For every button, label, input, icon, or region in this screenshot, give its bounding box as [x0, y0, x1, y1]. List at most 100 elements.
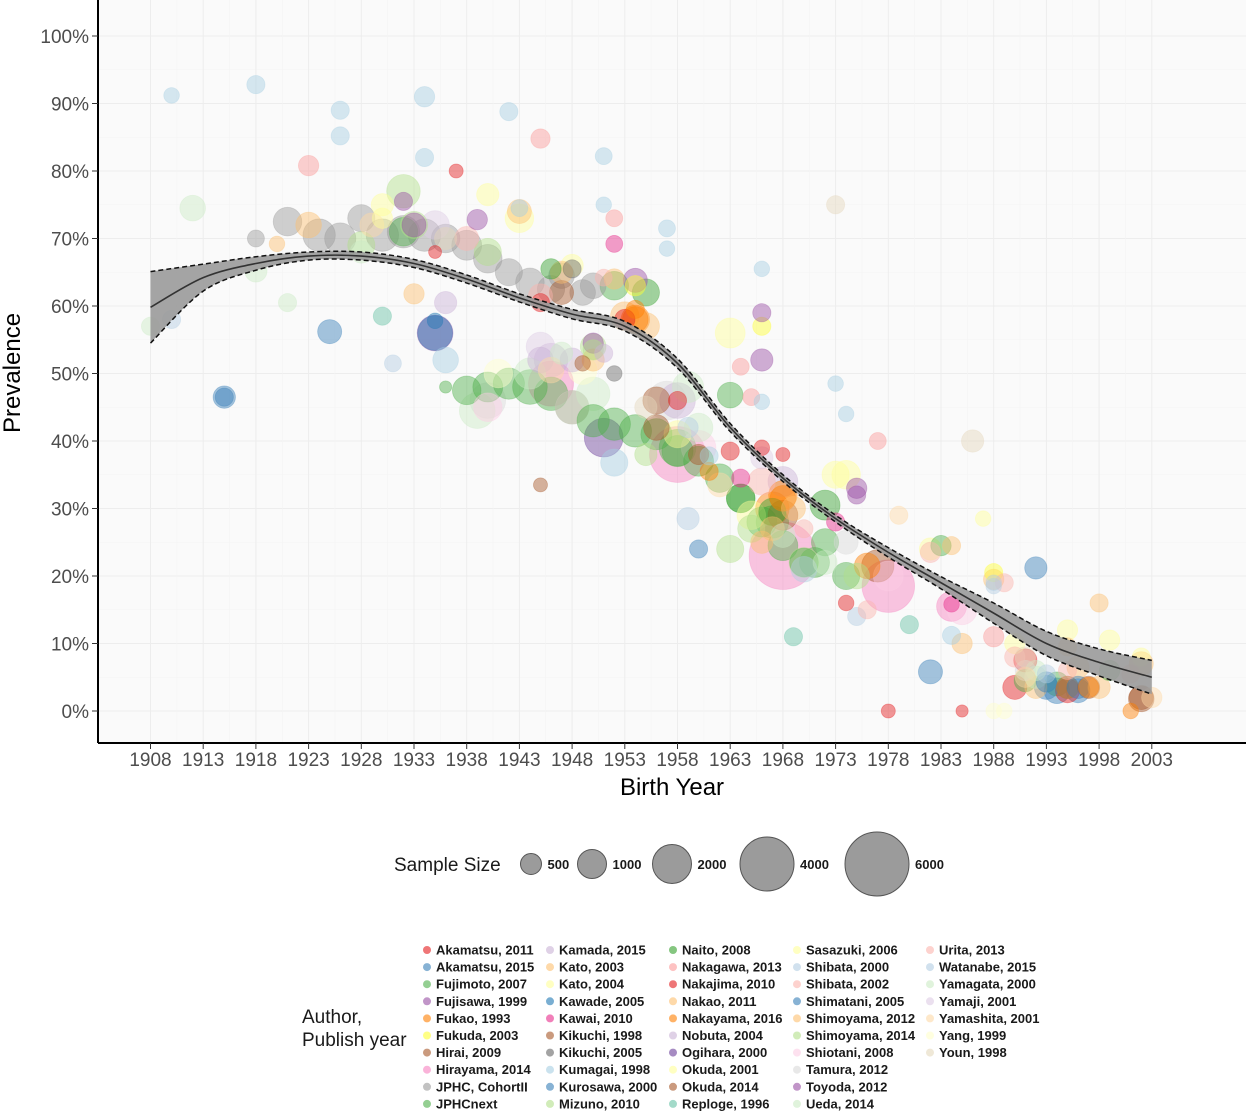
- point-jphcnext: [597, 407, 631, 441]
- point-kumagai-1998: [595, 196, 612, 213]
- point-jphcnext: [554, 390, 590, 425]
- point-shimoyama-2014: [400, 211, 428, 239]
- point-kato-2004: [821, 460, 850, 489]
- point-nakagawa-2013: [983, 626, 1005, 648]
- legend-key: [423, 946, 431, 954]
- legend-label: Shimoyama, 2012: [806, 1011, 915, 1026]
- point-watanabe-2015: [1036, 664, 1056, 684]
- point-ueda-2014: [513, 357, 546, 390]
- point-kato-2003: [403, 283, 425, 305]
- legend-key: [546, 1014, 554, 1023]
- legend-label: Yamashita, 2001: [939, 1011, 1039, 1026]
- legend-key: [793, 1031, 801, 1040]
- legend-key: [793, 980, 801, 989]
- point-fukao-1993: [625, 299, 645, 319]
- x-axis-title: Birth Year: [620, 774, 724, 801]
- point-kikuchi-1998: [533, 477, 548, 493]
- point-akamatsu-2011: [955, 704, 969, 718]
- point-fujisawa-1999: [401, 212, 427, 238]
- y-tick-label: 80%: [51, 162, 89, 183]
- legend-label: Fujisawa, 1999: [436, 994, 527, 1009]
- point-shimoyama-2012: [581, 348, 605, 372]
- x-tick-label: 1953: [604, 750, 646, 771]
- point-shimatani-2005: [1066, 675, 1090, 699]
- size-legend-label: 1000: [613, 857, 642, 872]
- legend-label: Akamatsu, 2011: [436, 943, 534, 958]
- point-jphcnext: [704, 463, 735, 493]
- legend-key: [926, 997, 934, 1006]
- legend-label: Fujimoto, 2007: [436, 977, 527, 992]
- point-akamatsu-2015: [1024, 556, 1048, 580]
- point-shiotani-2008: [554, 390, 590, 425]
- point-akamatsu-2011: [880, 703, 896, 719]
- legend-label: Naito, 2008: [682, 943, 751, 958]
- point-jphcnext: [746, 506, 778, 538]
- point-akamatsu-2015: [212, 385, 236, 409]
- legend-key: [669, 1082, 677, 1091]
- point-yamagata-2000: [1025, 659, 1047, 682]
- point-yamashita-2001: [707, 472, 733, 498]
- point-youn-1998: [1014, 646, 1036, 668]
- point-fujisawa-1999: [750, 348, 774, 372]
- point-jphc-cohortii: [407, 218, 442, 252]
- y-tick-label: 10%: [51, 635, 89, 656]
- point-kato-2004: [974, 510, 992, 527]
- legend-key: [546, 997, 554, 1006]
- point-reploge-1996: [372, 306, 392, 326]
- point-jphcnext: [640, 418, 673, 451]
- size-legend-label: 6000: [915, 857, 944, 872]
- legend-key: [793, 1065, 801, 1074]
- x-tick-label: 1988: [973, 750, 1015, 771]
- legend-label: Shimatani, 2005: [806, 994, 904, 1009]
- x-tick-label: 2003: [1131, 750, 1173, 771]
- point-nakayama-2016: [853, 552, 881, 580]
- legend-label: Fukuda, 2003: [436, 1028, 518, 1043]
- y-tick-label: 90%: [51, 95, 89, 116]
- legend-label: Kikuchi, 1998: [559, 1028, 642, 1043]
- point-nobuta-2004: [533, 342, 569, 378]
- point-kamada-2015: [527, 346, 554, 374]
- legend-label: Kikuchi, 2005: [559, 1045, 642, 1060]
- y-tick-label: 20%: [51, 567, 89, 588]
- y-tick-label: 60%: [51, 297, 89, 318]
- legend-label: Youn, 1998: [939, 1045, 1007, 1060]
- point-kato-2003: [1089, 593, 1109, 613]
- point-jphcnext: [472, 371, 504, 403]
- point-fukuda-2003: [984, 563, 1004, 583]
- point-tamura-2012: [469, 382, 507, 419]
- x-tick-label: 1928: [340, 750, 382, 771]
- point-kumagai-1998: [415, 147, 435, 168]
- legend-label: Nakayama, 2016: [682, 1011, 782, 1026]
- point-jphc-cohortii: [579, 272, 607, 299]
- point-ueda-2014: [1024, 665, 1048, 689]
- point-mizuno-2010: [386, 174, 421, 209]
- point-naito-2008: [631, 278, 660, 307]
- x-tick-label: 1913: [182, 750, 224, 771]
- point-jphc-cohortii: [569, 279, 596, 306]
- point-kato-2003: [942, 536, 962, 556]
- point-kumagai-1998: [246, 75, 266, 95]
- x-tick-label: 1938: [446, 750, 488, 771]
- point-kamada-2015: [594, 343, 614, 363]
- legend-key: [793, 1099, 801, 1108]
- legend-key: [546, 1099, 554, 1108]
- legend-label: Yang, 1999: [939, 1028, 1006, 1043]
- point-nakayama-2016: [1055, 675, 1080, 699]
- legend-key: [423, 997, 431, 1006]
- point-kawai-2010: [605, 235, 624, 253]
- point-okuda-2014: [767, 499, 799, 531]
- point-nakajima-2010: [1055, 678, 1080, 704]
- legend-key: [423, 980, 431, 989]
- legend-key: [546, 980, 554, 989]
- point-jphcnext: [661, 435, 694, 468]
- point-naito-2008: [726, 483, 756, 514]
- point-kamada-2015: [559, 347, 585, 373]
- legend-label: Urita, 2013: [939, 943, 1005, 958]
- point-youn-1998: [434, 226, 458, 251]
- point-sasazuki-2006: [371, 207, 393, 229]
- point-kumagai-1998: [594, 147, 613, 166]
- legend-label: JPHC, CohortII: [436, 1079, 528, 1094]
- point-ueda-2014: [812, 550, 838, 575]
- legend-label: Mizuno, 2010: [559, 1096, 640, 1111]
- legend-label: Shibata, 2000: [806, 960, 889, 975]
